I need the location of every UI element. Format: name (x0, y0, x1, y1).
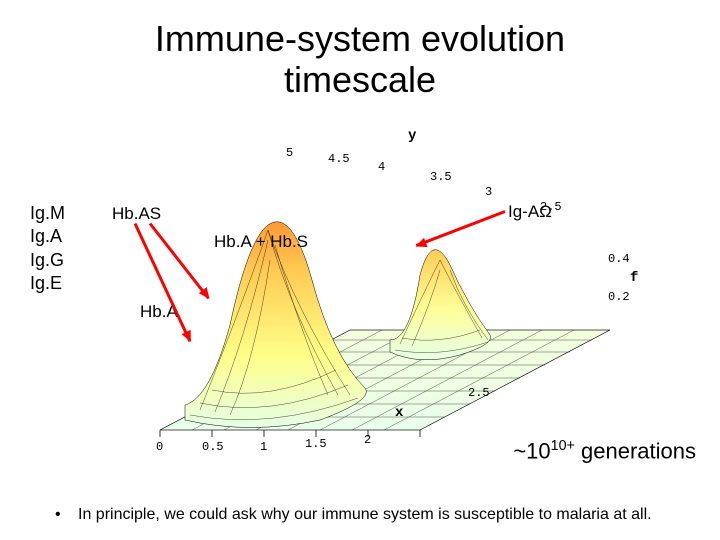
gen-prefix: ~10 (513, 438, 550, 463)
bullet-content: In principle, we could ask why our immun… (78, 506, 652, 523)
bullet-dot: • (55, 506, 78, 524)
tick: 0 (156, 440, 163, 454)
label-hbahbs: Hb.A + Hb.S (214, 232, 308, 252)
tick: 2.5 (468, 386, 490, 400)
tick: 4 (378, 160, 385, 174)
tick: 1 (260, 440, 267, 454)
label-hbas: Hb.AS (112, 204, 161, 224)
label-igao: Ig-AΩ (508, 202, 552, 222)
gen-suffix: generations (575, 438, 696, 463)
list-item: Ig.M (30, 202, 65, 225)
tick: 5 (286, 146, 293, 160)
tick: 3.5 (430, 170, 452, 184)
ig-list: Ig.M Ig.A Ig.G Ig.E (30, 202, 65, 296)
title-line-2: timescale (284, 59, 436, 100)
generations-note: ~1010+ generations (513, 438, 696, 464)
tick: 0.5 (202, 440, 224, 454)
surface-svg (90, 130, 650, 460)
tick: 1.5 (305, 437, 327, 451)
title-line-1: Immune-system evolution (155, 18, 565, 59)
list-item: Ig.A (30, 225, 65, 248)
tick: 3 (485, 185, 492, 199)
tick: 0.4 (608, 252, 630, 266)
tick: 0.2 (608, 290, 630, 304)
list-item: Ig.G (30, 249, 65, 272)
tick: 2 (364, 433, 371, 447)
page-title: Immune-system evolution timescale (0, 0, 720, 101)
list-item: Ig.E (30, 272, 65, 295)
axis-label-f: f (630, 270, 638, 286)
tick: 4.5 (328, 152, 350, 166)
gen-exp: 10+ (551, 438, 575, 454)
axis-label-x: x (395, 405, 403, 421)
surface-plot: y 5 4.5 4 3.5 3 2.5 f 0.2 0.4 x 0 0.5 1 … (90, 130, 650, 460)
bullet-text: •In principle, we could ask why our immu… (55, 506, 690, 524)
axis-label-y: y (408, 128, 416, 144)
